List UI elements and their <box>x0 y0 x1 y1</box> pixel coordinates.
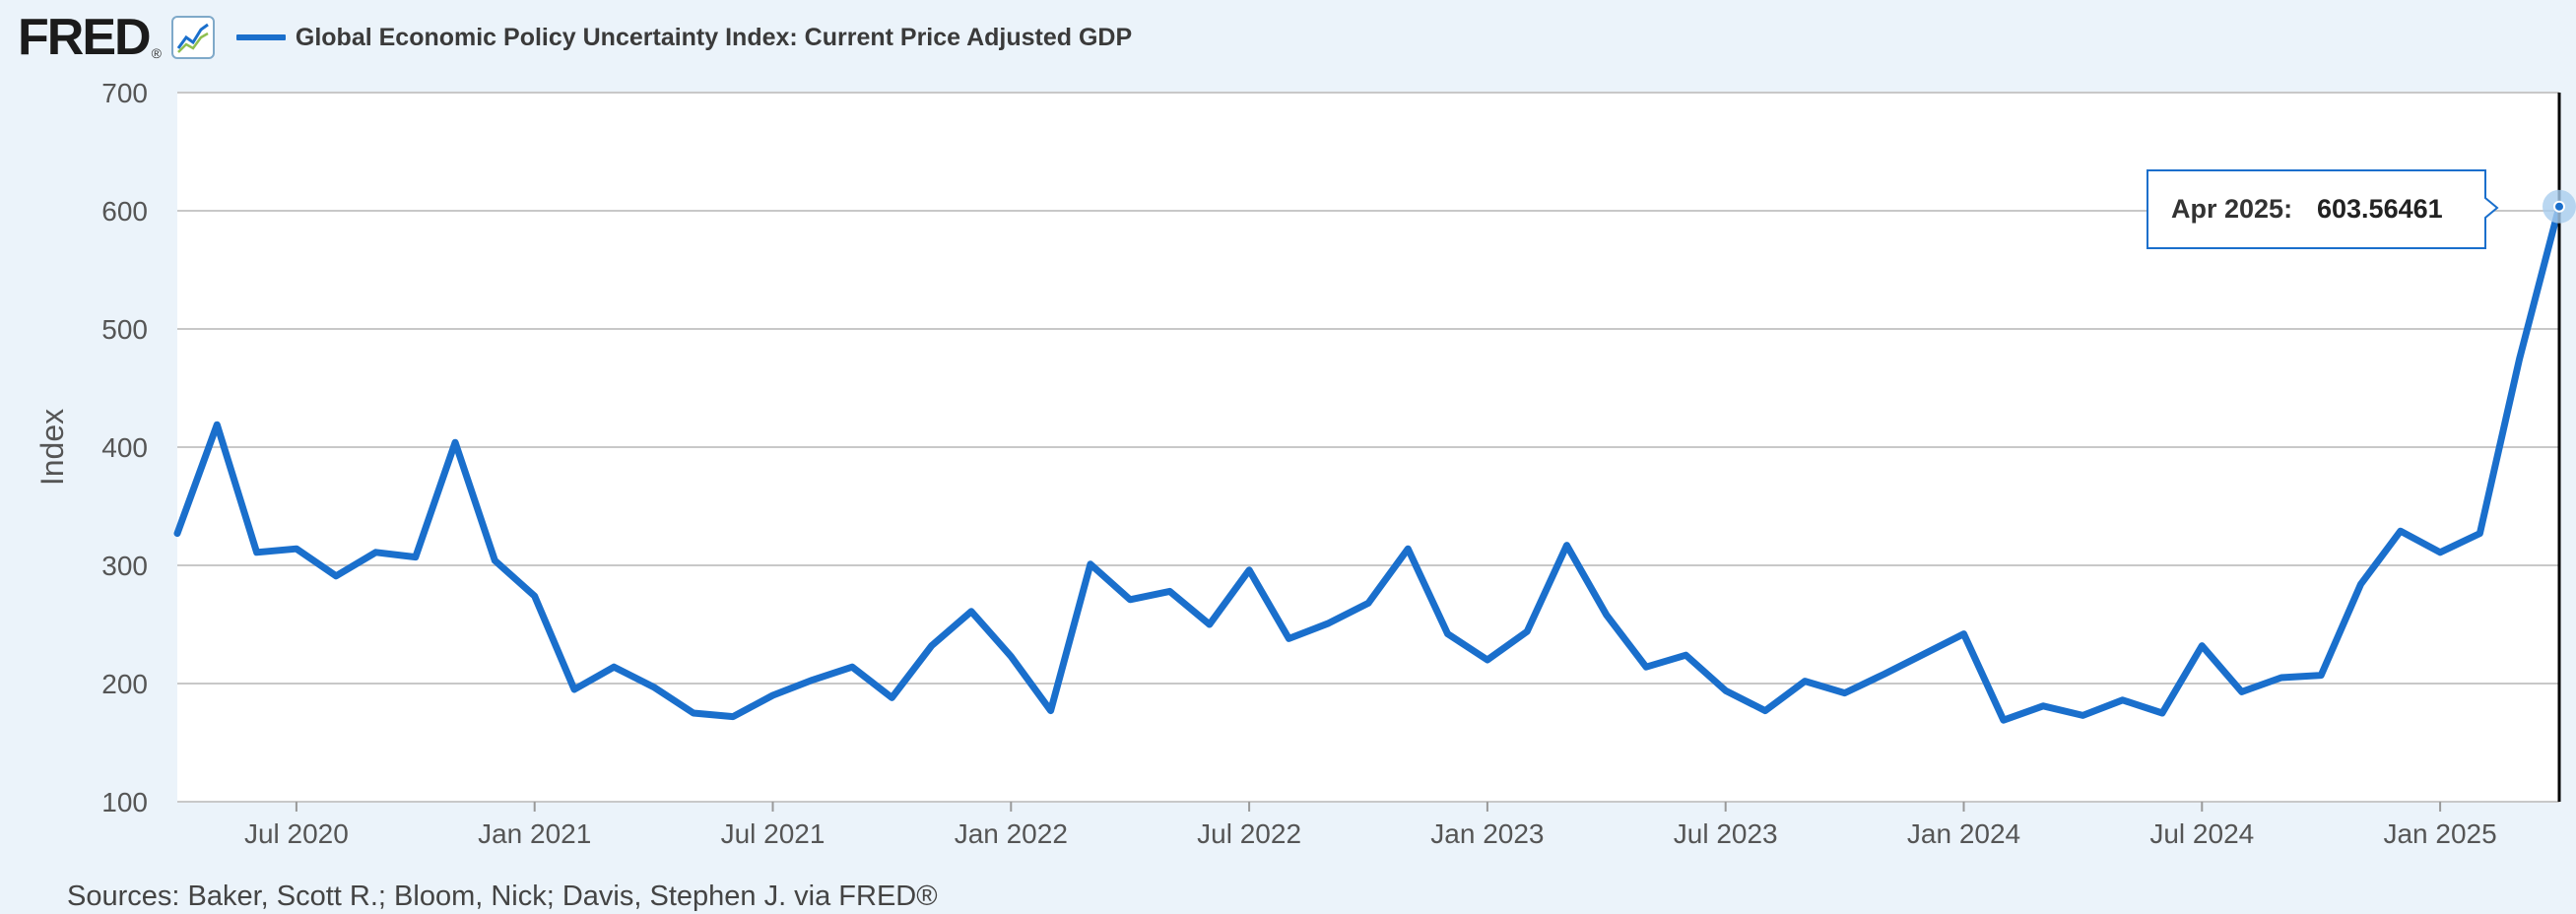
source-note: Sources: Baker, Scott R.; Bloom, Nick; D… <box>67 881 938 912</box>
data-point[interactable] <box>452 439 458 445</box>
y-tick-label: 700 <box>101 78 148 108</box>
data-point[interactable] <box>691 710 696 716</box>
data-point[interactable] <box>1485 657 1490 663</box>
data-point[interactable] <box>968 609 974 615</box>
fred-logo[interactable]: FRED <box>18 9 152 66</box>
data-point[interactable] <box>2199 643 2205 649</box>
data-point[interactable] <box>1286 635 1291 641</box>
series-group <box>173 203 2563 724</box>
data-point[interactable] <box>1564 543 1570 549</box>
data-point[interactable] <box>1524 628 1530 634</box>
data-point[interactable] <box>294 546 299 552</box>
series-line-0[interactable] <box>173 203 2563 724</box>
data-point[interactable] <box>1445 631 1451 637</box>
data-point[interactable] <box>1008 653 1014 659</box>
data-point[interactable] <box>571 686 577 692</box>
x-tick-label: Jul 2020 <box>244 818 349 849</box>
data-point[interactable] <box>1802 679 1808 685</box>
data-point[interactable] <box>2040 703 2046 709</box>
y-tick-label: 200 <box>101 669 148 699</box>
data-point[interactable] <box>1246 567 1252 573</box>
data-point[interactable] <box>2477 531 2482 537</box>
data-point[interactable] <box>2398 528 2404 534</box>
data-point[interactable] <box>2239 688 2245 694</box>
data-point[interactable] <box>1048 708 1054 714</box>
data-point[interactable] <box>214 422 220 427</box>
data-point[interactable] <box>492 557 497 563</box>
tooltip-date: Apr 2025: <box>2171 194 2292 224</box>
data-point[interactable] <box>2120 697 2126 703</box>
data-point[interactable] <box>2159 710 2165 716</box>
data-point[interactable] <box>611 664 617 670</box>
data-point[interactable] <box>2279 675 2284 681</box>
data-point[interactable] <box>2318 673 2324 679</box>
data-point[interactable] <box>413 555 419 560</box>
data-point[interactable] <box>1604 612 1610 618</box>
data-point[interactable] <box>1683 652 1688 658</box>
data-point[interactable] <box>1088 561 1093 567</box>
data-point[interactable] <box>1405 546 1411 552</box>
data-point[interactable] <box>174 531 180 537</box>
data-point[interactable] <box>2437 550 2443 555</box>
tooltip: Apr 2025: 603.56461 <box>2147 169 2499 249</box>
y-tick-label: 600 <box>101 196 148 227</box>
data-point[interactable] <box>2517 356 2523 361</box>
data-point[interactable] <box>2080 712 2085 718</box>
x-tick-label: Jul 2021 <box>721 818 826 849</box>
line-graph-icon[interactable] <box>170 16 215 59</box>
data-point[interactable] <box>2001 717 2007 723</box>
x-tick-label: Jan 2024 <box>1907 818 2020 849</box>
tooltip-box <box>2147 169 2499 249</box>
data-point[interactable] <box>254 550 260 555</box>
data-point[interactable] <box>1167 588 1173 594</box>
data-point[interactable] <box>810 677 816 683</box>
data-point[interactable] <box>1842 690 1848 696</box>
y-axis-label: Index <box>34 409 70 486</box>
legend-swatch <box>235 34 286 40</box>
data-point[interactable] <box>929 643 935 649</box>
gridlines <box>177 92 2559 803</box>
chart-header: FRED ® Global Economic Policy Uncertaint… <box>18 8 1132 67</box>
data-point[interactable] <box>1762 708 1768 714</box>
y-tick-label: 400 <box>101 432 148 463</box>
y-tick-label: 500 <box>101 314 148 345</box>
data-point[interactable] <box>373 550 379 555</box>
x-axis-ticks: Jul 2020 Jan 2021 Jul 2021 Jan 2022 Jul 2022… <box>244 802 2497 849</box>
tooltip-value: 603.56461 <box>2317 194 2443 224</box>
x-tick-label: Jan 2025 <box>2383 818 2496 849</box>
data-point[interactable] <box>1127 597 1133 603</box>
x-tick-label: Jan 2022 <box>955 818 1068 849</box>
x-tick-label: Jan 2021 <box>478 818 591 849</box>
y-tick-label: 100 <box>101 787 148 817</box>
data-point[interactable] <box>1207 621 1213 627</box>
data-point[interactable] <box>770 692 776 698</box>
y-tick-label: 300 <box>101 551 148 581</box>
x-tick-label: Jul 2022 <box>1197 818 1301 849</box>
data-point[interactable] <box>1723 687 1729 693</box>
data-point[interactable] <box>730 714 736 720</box>
hover-marker <box>2543 189 2576 224</box>
legend-label: Global Economic Policy Uncertainty Index… <box>295 23 1133 51</box>
data-point[interactable] <box>1921 651 1927 657</box>
data-point[interactable] <box>889 694 894 700</box>
data-point[interactable] <box>532 593 538 599</box>
registered-mark: ® <box>151 45 162 61</box>
data-point[interactable] <box>1643 664 1649 670</box>
x-tick-label: Jul 2023 <box>1674 818 1778 849</box>
y-axis-ticks: 100 200 300 400 500 600 700 <box>101 78 148 817</box>
x-tick-label: Jan 2023 <box>1430 818 1544 849</box>
data-point[interactable] <box>1365 600 1371 606</box>
x-tick-label: Jul 2024 <box>2149 818 2254 849</box>
data-point[interactable] <box>1961 631 1967 637</box>
data-point[interactable] <box>1882 671 1887 677</box>
data-point[interactable] <box>849 664 855 670</box>
data-point[interactable] <box>651 685 657 690</box>
data-point[interactable] <box>1326 620 1332 626</box>
legend: Global Economic Policy Uncertainty Index… <box>235 23 1133 52</box>
data-point[interactable] <box>333 573 339 579</box>
data-point[interactable] <box>2358 581 2364 587</box>
hover-point[interactable] <box>2553 200 2565 213</box>
